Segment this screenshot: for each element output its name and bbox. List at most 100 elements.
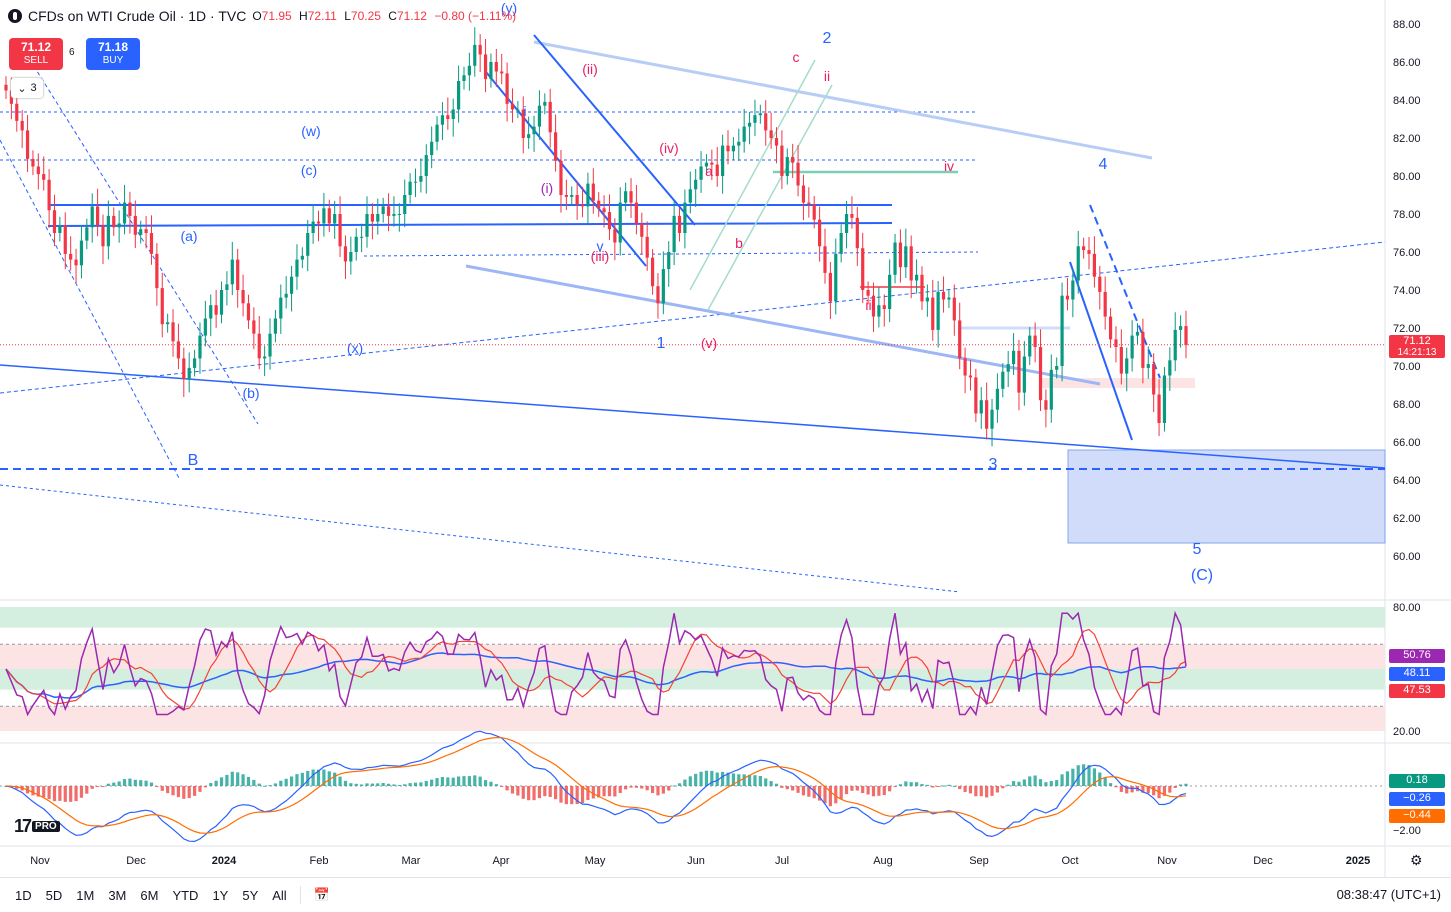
candle-body [478,44,482,55]
macd-histogram-bar [871,786,876,797]
macd-histogram-bar [656,786,660,796]
range-1m[interactable]: 1M [76,887,95,903]
range-1d[interactable]: 1D [15,887,32,903]
candle-body [564,195,568,197]
macd-histogram-bar [844,786,849,795]
calendar-icon[interactable]: 📅 [313,887,330,902]
candle-body [995,388,1000,410]
candle-body [397,214,401,215]
indicators-collapse-button[interactable]: ⌄ 3 [11,78,43,98]
tradingview-logo[interactable]: 17 PRO [14,816,60,837]
candle-body [322,208,326,224]
wave-label: 2 [823,30,832,47]
macd-histogram-bar [322,769,326,786]
macd-histogram-bar [936,786,940,787]
candle-body [483,54,488,80]
macd-histogram-bar [893,786,897,787]
candle-body [1184,326,1188,346]
range-all[interactable]: All [272,887,287,903]
candle-body [435,124,439,142]
candle-body [1076,246,1080,281]
macd-histogram-bar [1017,781,1021,786]
candle-body [327,208,331,224]
candle-body [1114,339,1118,347]
range-3m[interactable]: 3M [108,887,127,903]
candle-body [828,272,832,302]
candle-series [4,27,1188,447]
macd-histogram-bar [214,780,218,786]
buy-button[interactable]: 71.18 BUY [86,38,140,70]
macd-histogram-bar [1168,786,1172,793]
wave-label: iv [944,158,954,174]
candle-body [785,157,789,176]
macd-histogram-bar [958,786,962,790]
clock[interactable]: 08:38:47 (UTC+1) [1336,887,1441,902]
candle-body [1135,331,1140,336]
range-5y[interactable]: 5Y [242,887,259,903]
macd-histogram-bar [241,774,245,786]
macd-histogram-bar [1011,781,1016,786]
time-tick-label: Jun [687,855,705,867]
macd-histogram-bar [155,786,159,787]
target-zone [1067,449,1386,544]
macd-histogram-bar [941,785,946,787]
candle-body [607,212,612,230]
macd-histogram-bar [1065,771,1070,786]
macd-histogram-bar [1028,776,1032,786]
price-chart[interactable]: 88.00 86.00 84.00 82.00 80.00 78.00 76.00 74.00… [0,0,1451,877]
candle-body [591,183,595,201]
range-1y[interactable]: 1Y [212,887,229,903]
candle-body [284,293,288,298]
candle-body [209,305,213,319]
macd-histogram-bar [1125,786,1129,794]
candle-body [457,81,461,110]
macd-histogram-bar [386,783,391,786]
macd-histogram-bar [667,786,671,791]
macd-histogram-bar [505,786,509,791]
candle-body [166,322,170,325]
candle-body [688,189,692,203]
time-tick-label: Oct [1061,855,1078,867]
macd-line [5,730,1187,843]
rsi-band [0,706,1385,731]
range-ytd[interactable]: YTD [172,887,199,903]
wave-label: (x) [347,340,363,356]
macd-histogram-bar [478,776,482,786]
price-axis: 88.00 86.00 84.00 82.00 80.00 78.00 76.00 74.00… [1393,19,1421,837]
macd-histogram-bar [144,780,148,786]
candle-body [467,65,471,76]
sell-button[interactable]: 71.12 SELL [9,38,63,70]
wave-label: 5 [1193,541,1202,558]
candle-body [300,255,304,260]
candle-body [1130,335,1134,359]
candle-body [1098,276,1102,292]
range-6m[interactable]: 6M [140,887,159,903]
symbol-title[interactable]: CFDs on WTI Crude Oil · 1D · TVC [28,8,247,24]
price-tick-label: 62.00 [1393,513,1421,525]
macd-histogram-bar [516,786,520,796]
candle-body [527,134,531,138]
macd-histogram-bar [564,786,568,805]
candle-body [1033,335,1037,347]
candle-body [236,259,240,290]
macd-tick-label: −2.00 [1393,825,1421,837]
trend-line [0,139,181,481]
macd-histogram-bar [769,781,773,786]
macd-histogram-bar [952,785,956,787]
candle-body [203,318,207,336]
range-5d[interactable]: 5D [45,887,63,903]
wave-label: (a) [180,228,197,244]
candle-body [20,120,24,131]
candle-body [990,409,994,429]
candle-body [354,236,358,252]
trend-line [363,251,979,257]
macd-histogram-bar [419,782,423,786]
gear-icon[interactable]: ⚙ [1410,852,1423,868]
candle-body [505,73,509,104]
macd-histogram-bar [370,783,374,786]
candle-body [333,214,337,224]
candle-body [144,229,148,233]
candle-body [1103,291,1107,317]
macd-histogram-bar [95,786,100,787]
macd-hist-badge: 0.18 [1389,774,1445,788]
